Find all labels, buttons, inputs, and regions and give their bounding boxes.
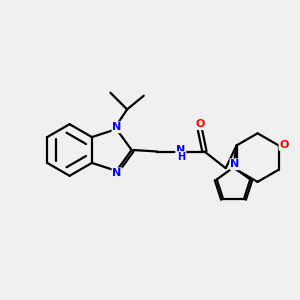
Text: N: N (112, 168, 122, 178)
Text: N: N (176, 145, 185, 155)
Text: O: O (195, 119, 205, 129)
Text: N: N (230, 159, 240, 169)
Text: H: H (177, 152, 185, 162)
Text: O: O (279, 140, 289, 150)
Text: N: N (112, 122, 122, 132)
